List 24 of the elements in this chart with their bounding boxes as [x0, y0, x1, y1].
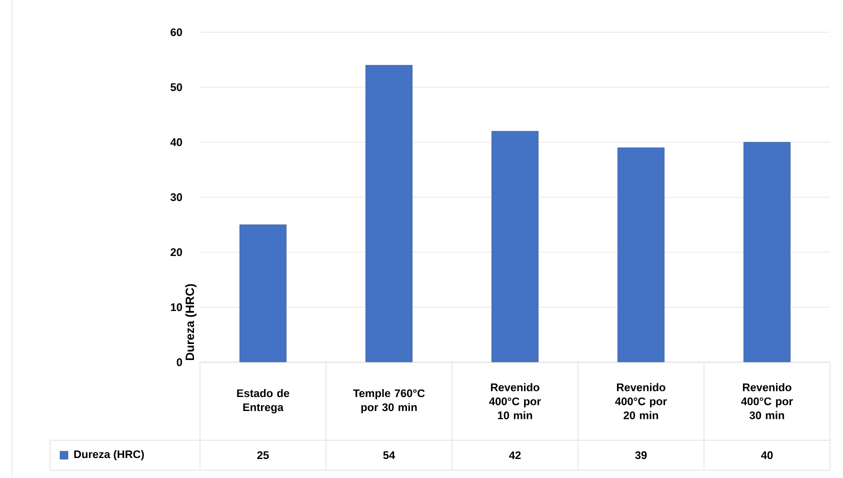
- bar: [492, 130, 538, 362]
- data-label: 42: [509, 451, 521, 459]
- legend-label: Dureza (HRC): [74, 450, 144, 460]
- data-label: 40: [761, 451, 773, 459]
- y-axis-title: Dureza (HRC): [185, 284, 196, 360]
- data-label: 25: [257, 451, 269, 459]
- data-label: 54: [383, 451, 396, 459]
- bar: [618, 147, 664, 362]
- x-tick-label: Revenido 400°C por 30 min: [741, 383, 793, 420]
- y-tick-label: 40: [170, 138, 182, 146]
- x-tick-label: Revenido 400°C por 20 min: [615, 383, 667, 420]
- bar: [366, 64, 413, 362]
- y-tick-label: 0: [176, 358, 182, 366]
- y-tick-label: 20: [170, 248, 182, 256]
- data-label: 39: [635, 451, 647, 459]
- y-tick-label: 10: [170, 303, 182, 311]
- x-tick-label: Revenido 400°C por 10 min: [489, 383, 541, 420]
- bar: [240, 224, 287, 362]
- y-tick-label: 60: [170, 28, 182, 36]
- bar: [744, 142, 790, 362]
- y-tick-label: 30: [170, 193, 182, 202]
- x-tick-label: Estado de Entrega: [237, 388, 290, 414]
- x-tick-label: Temple 760°C por 30 min: [353, 388, 425, 414]
- y-tick-label: 50: [170, 83, 182, 91]
